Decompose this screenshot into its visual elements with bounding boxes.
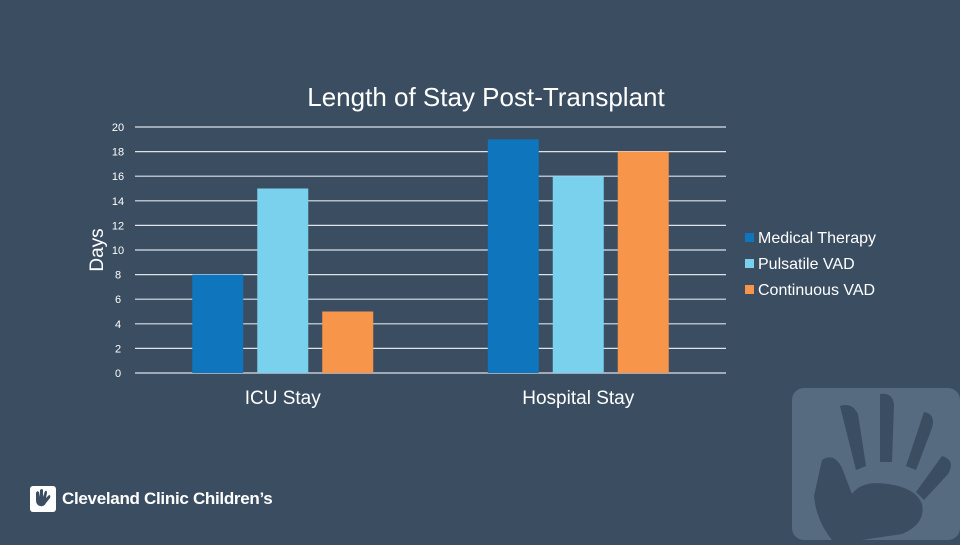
handprint-watermark [792,388,960,540]
y-tick-label: 10 [112,245,124,257]
legend: Medical Therapy Pulsatile VAD Continuous V… [745,230,876,299]
y-tick-label: 12 [112,220,124,232]
bars [192,139,669,373]
cleveland-clinic-childrens-logo: Cleveland Clinic Children’s [30,486,273,512]
y-tick-label: 6 [115,294,121,306]
bar-medical-therapy [487,139,539,373]
legend-label: Medical Therapy [758,230,876,247]
bar-continuous-vad [322,311,374,373]
chart-title: Length of Stay Post-Transplant [307,82,665,112]
legend-swatch [745,285,754,294]
y-tick-label: 18 [112,147,124,159]
y-tick-label: 2 [115,343,121,355]
y-tick-label: 8 [115,270,121,282]
y-tick-label: 20 [112,122,124,134]
legend-swatch [745,233,754,242]
x-category-label: Hospital Stay [522,388,634,409]
y-tick-label: 14 [112,196,124,208]
bar-medical-therapy [192,274,244,373]
hand-logo-icon [30,486,56,512]
y-tick-label: 16 [112,171,124,183]
legend-label: Continuous VAD [758,282,875,299]
y-axis-label: Days [87,228,108,271]
y-tick-label: 4 [115,319,121,331]
bar-pulsatile-vad [257,188,309,373]
bar-pulsatile-vad [552,176,604,373]
logo-text: Cleveland Clinic Children’s [62,489,273,508]
legend-swatch [745,259,754,268]
category-labels: ICU Stay Hospital Stay [245,388,635,409]
bar-continuous-vad [617,151,669,373]
x-category-label: ICU Stay [245,388,322,409]
legend-label: Pulsatile VAD [758,256,855,273]
y-tick-labels: 0 2 4 6 8 10 12 14 16 18 20 [112,122,124,380]
y-tick-label: 0 [115,368,121,380]
